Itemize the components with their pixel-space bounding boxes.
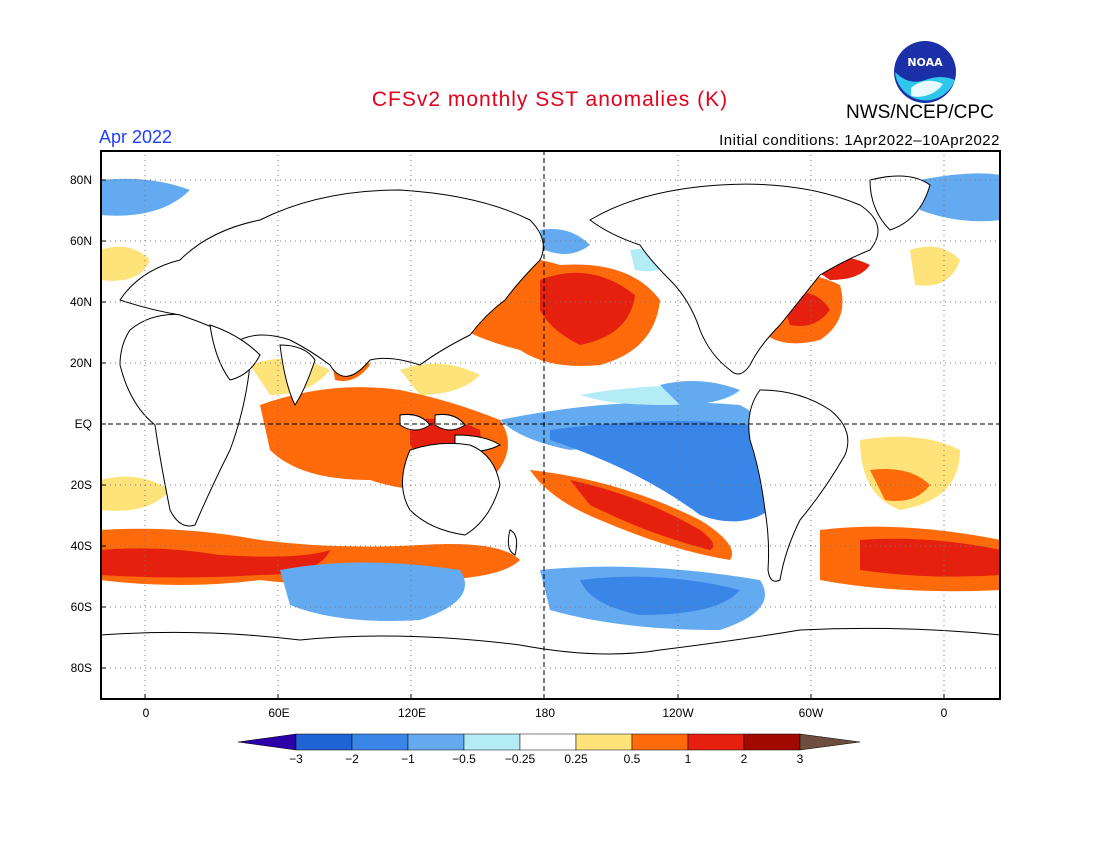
colorbar-low-arrow: [238, 733, 297, 751]
noaa-logo-text: NOAA: [907, 56, 943, 69]
coastline-land: [100, 175, 1001, 700]
colorbar: [238, 733, 861, 751]
lat-label: 80N: [69, 173, 92, 187]
colorbar-label: −0.5: [452, 752, 476, 766]
lat-label: 20S: [70, 478, 92, 492]
colorbar-bin: [295, 733, 353, 751]
lon-label: 60W: [798, 706, 824, 720]
colorbar-label: −2: [345, 752, 359, 766]
lat-label: 60N: [69, 234, 92, 248]
chart-title: CFSv2 monthly SST anomalies (K): [371, 88, 729, 111]
colorbar-label: 2: [740, 752, 748, 766]
lat-label: 20N: [69, 356, 92, 370]
lat-label: 80S: [70, 661, 92, 675]
month-label: Apr 2022: [99, 127, 173, 147]
lon-label: 60E: [268, 706, 290, 720]
lat-label: 40N: [69, 295, 92, 309]
map-gridlines: [100, 150, 1001, 700]
lon-label: 0: [142, 706, 150, 720]
colorbar-high-arrow: [799, 733, 861, 751]
lon-label: 120W: [662, 706, 694, 720]
colorbar-label: 0.5: [623, 752, 641, 766]
colorbar-label: 1: [684, 752, 692, 766]
lat-label: 60S: [70, 600, 92, 614]
lon-label: 120E: [397, 706, 427, 720]
colorbar-label: 3: [796, 752, 804, 766]
colorbar-bin: [743, 733, 801, 751]
lat-label: 40S: [70, 539, 92, 553]
colorbar-label: −0.25: [504, 752, 536, 766]
colorbar-bin: [463, 733, 521, 751]
colorbar-label: −3: [289, 752, 303, 766]
agency-label: NWS/NCEP/CPC: [846, 102, 994, 123]
colorbar-bin: [351, 733, 409, 751]
map-frame: [100, 150, 1001, 700]
colorbar-bin: [519, 733, 577, 751]
colorbar-bin: [575, 733, 633, 751]
lon-label: 180: [534, 706, 556, 720]
sst-anomaly-map: [100, 150, 1001, 700]
equator-dateline: [100, 150, 1001, 700]
colorbar-bin: [631, 733, 689, 751]
colorbar-bin: [687, 733, 745, 751]
noaa-logo-icon: NOAA: [894, 41, 956, 103]
colorbar-label: −1: [401, 752, 415, 766]
lon-label: 0: [940, 706, 948, 720]
colorbar-label: 0.25: [564, 752, 588, 766]
lat-label: EQ: [74, 417, 92, 431]
colorbar-bin: [407, 733, 465, 751]
initial-conditions-label: Initial conditions: 1Apr2022–10Apr2022: [719, 132, 1000, 149]
